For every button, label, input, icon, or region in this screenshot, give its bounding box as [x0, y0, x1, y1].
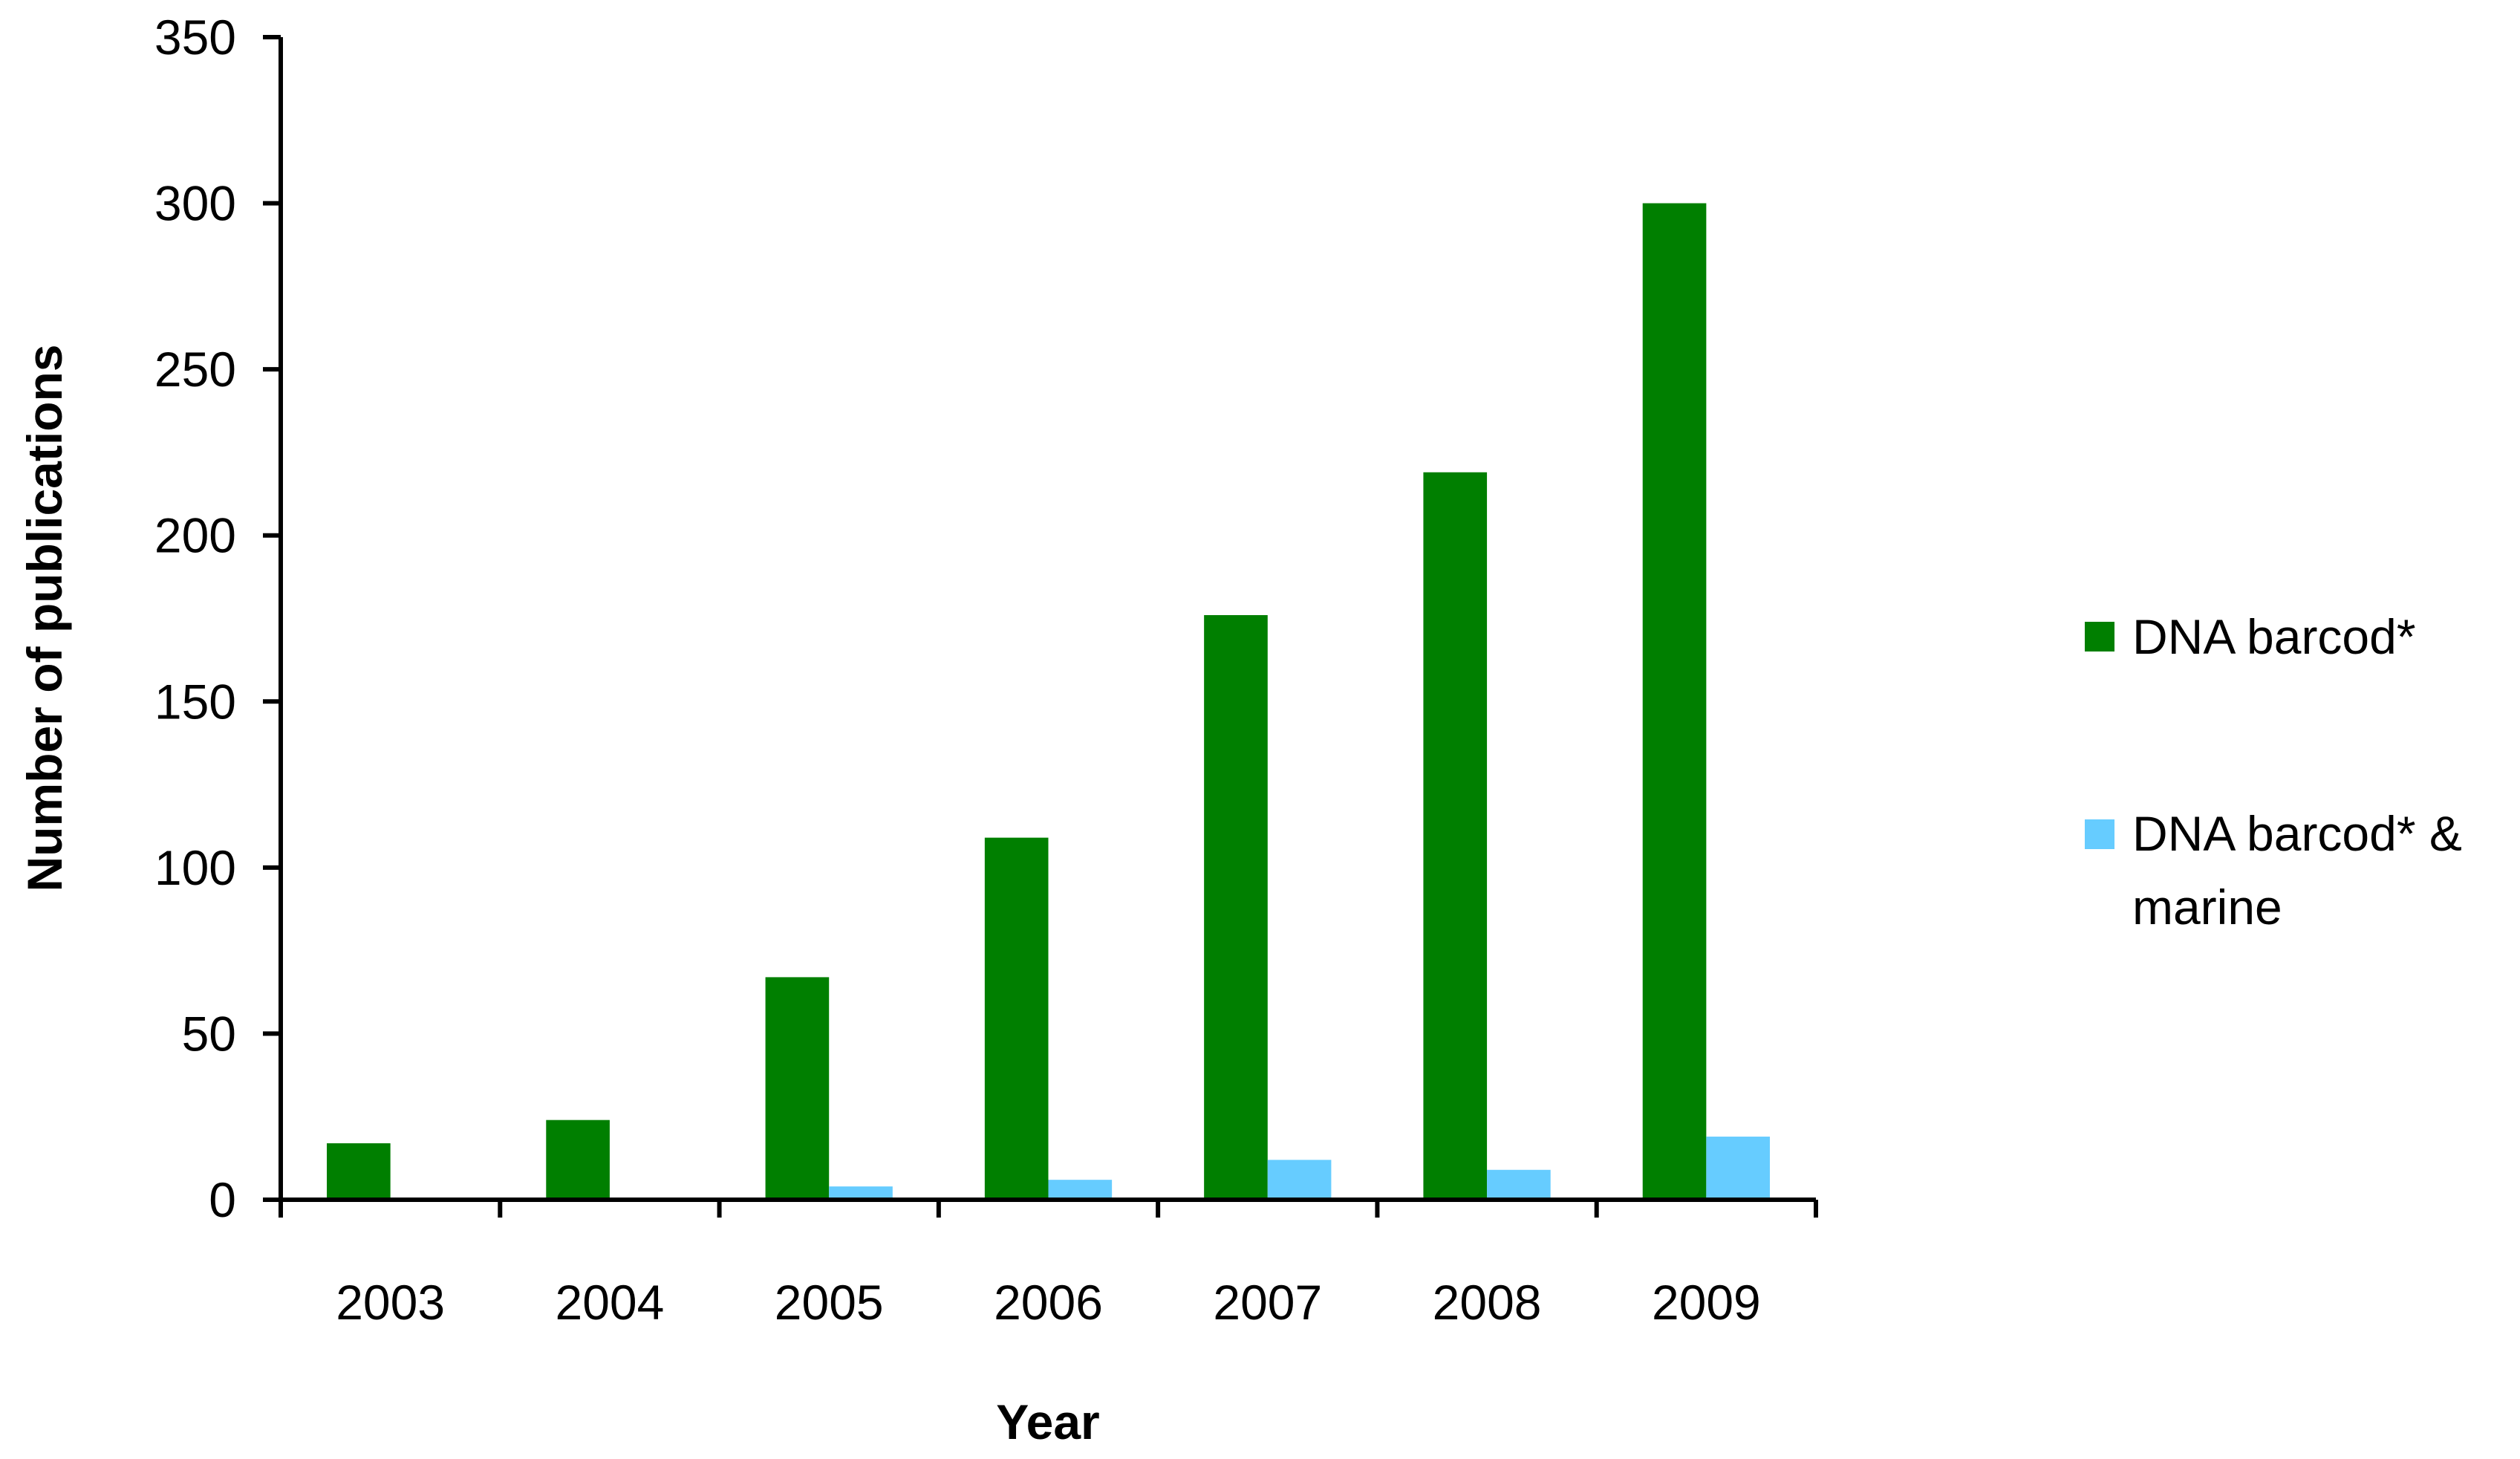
bar-dna-barcod-2003: [327, 1143, 391, 1200]
legend: DNA barcod* DNA barcod* & marine: [2085, 609, 2462, 935]
y-tick-label: 250: [154, 342, 236, 397]
bar-dna-barcod-2008: [1423, 472, 1488, 1200]
legend-swatch-dna-barcod-marine: [2085, 819, 2114, 849]
bar-dna-barcod-marine-2007: [1267, 1160, 1332, 1200]
legend-label-dna-barcod-marine-line2: marine: [2132, 880, 2282, 935]
x-ticks: 2003 2004 2005 2006 2007 2008 2009: [279, 1200, 1818, 1330]
legend-label-dna-barcod-marine-line1: DNA barcod* &: [2132, 806, 2462, 861]
x-tick-label-2004: 2004: [556, 1275, 665, 1330]
bar-dna-barcod-marine-2005: [829, 1186, 893, 1200]
y-tick-label: 50: [182, 1006, 236, 1061]
x-tick-label-2006: 2006: [994, 1275, 1103, 1330]
y-tick-label: 350: [154, 10, 236, 65]
bar-dna-barcod-2005: [765, 977, 830, 1200]
y-tick-label: 300: [154, 176, 236, 231]
bar-dna-barcod-marine-2006: [1048, 1180, 1113, 1200]
x-tick-label-2003: 2003: [336, 1275, 445, 1330]
bar-dna-barcod-marine-2008: [1487, 1169, 1551, 1200]
x-axis-title: Year: [996, 1394, 1099, 1449]
y-axis: 0 50 100 150 200 250 300 350: [154, 10, 283, 1227]
bar-dna-barcod-marine-2009: [1706, 1137, 1770, 1200]
bar-dna-barcod-2004: [546, 1120, 610, 1200]
x-axis: 2003 2004 2005 2006 2007 2008 2009: [279, 1198, 1818, 1330]
y-axis-title: Number of publications: [17, 344, 72, 891]
x-tick-label-2009: 2009: [1652, 1275, 1761, 1330]
x-tick-label-2008: 2008: [1433, 1275, 1542, 1330]
y-tick-label: 200: [154, 508, 236, 563]
y-ticks: 0 50 100 150 200 250 300 350: [154, 10, 281, 1227]
x-tick-label-2005: 2005: [775, 1275, 884, 1330]
x-tick-label-2007: 2007: [1213, 1275, 1322, 1330]
legend-label-dna-barcod: DNA barcod*: [2132, 609, 2416, 664]
y-tick-label: 150: [154, 674, 236, 729]
bar-dna-barcod-2009: [1642, 203, 1707, 1200]
y-tick-label: 100: [154, 840, 236, 895]
bar-dna-barcod-2006: [984, 837, 1049, 1200]
y-tick-label: 0: [209, 1172, 236, 1227]
bars: [327, 203, 1770, 1200]
bar-dna-barcod-2007: [1204, 615, 1268, 1200]
legend-swatch-dna-barcod: [2085, 622, 2114, 651]
